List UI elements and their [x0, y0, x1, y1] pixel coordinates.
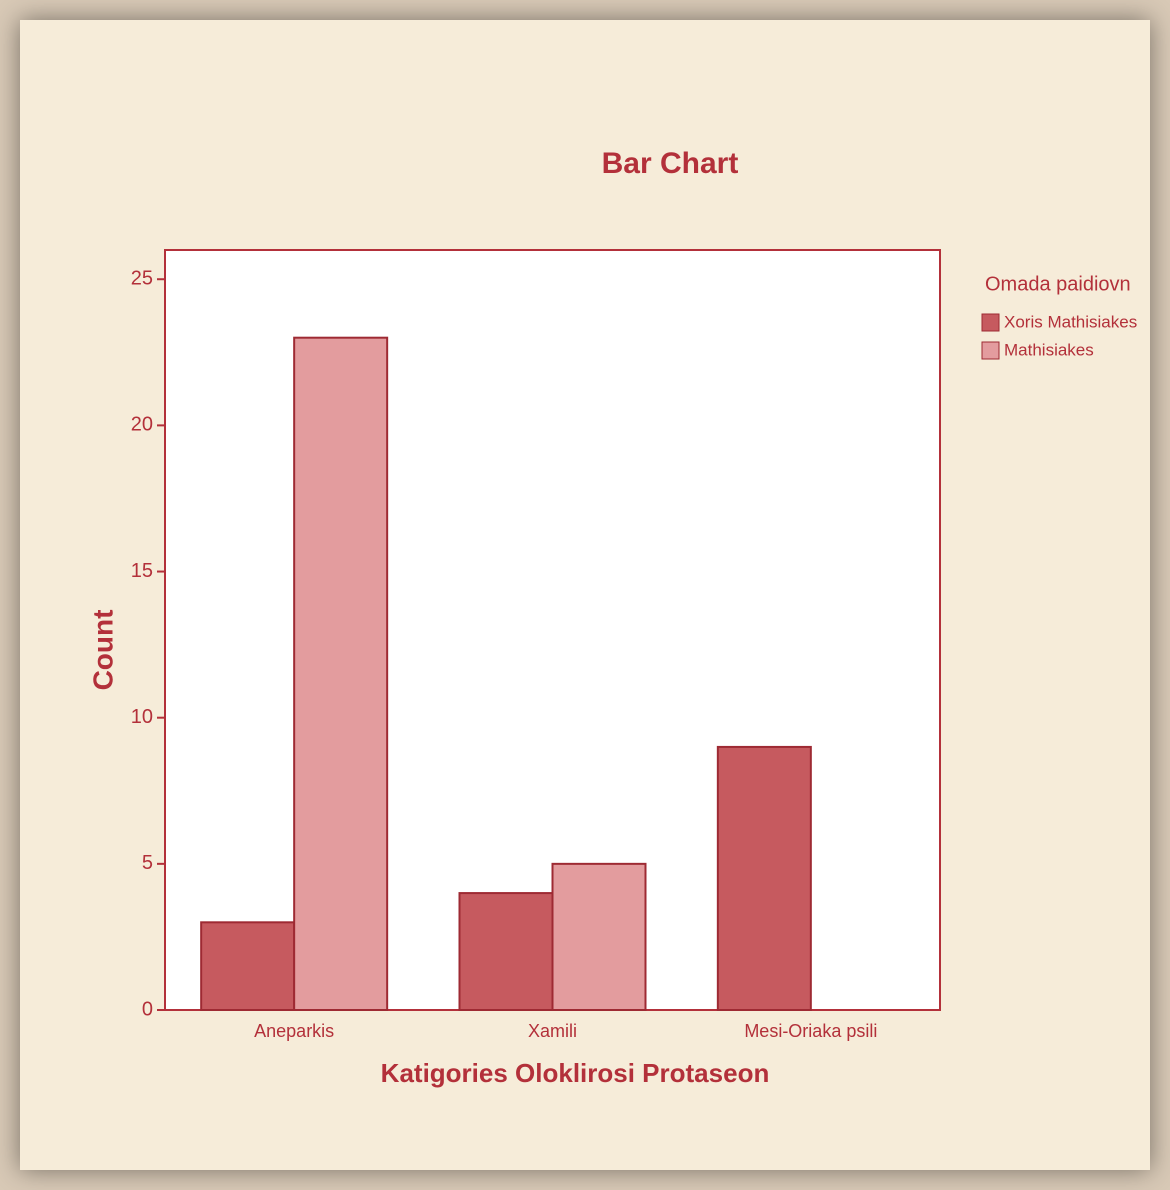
bar: [551, 862, 647, 1011]
y-tick-label: 25: [131, 268, 153, 290]
x-tick-label: Aneparkis: [254, 1021, 334, 1041]
x-axis-label: Katigories Oloklirosi Protaseon: [381, 1058, 770, 1088]
y-tick-label: 5: [142, 852, 153, 874]
legend-label: Xoris Mathisiakes: [1004, 312, 1137, 331]
bar: [458, 892, 554, 1011]
y-tick-label: 20: [131, 414, 153, 436]
y-tick-label: 15: [131, 560, 153, 582]
legend-swatch: [981, 313, 1000, 332]
legend-swatch: [981, 341, 1000, 360]
bar: [716, 745, 812, 1012]
y-tick-label: 0: [142, 998, 153, 1020]
x-tick-label: Mesi-Oriaka psili: [744, 1021, 877, 1041]
legend-title: Omada paidiovn: [985, 273, 1131, 295]
chart-title: Bar Chart: [602, 147, 739, 180]
legend-label: Mathisiakes: [1004, 340, 1094, 359]
y-tick-label: 10: [131, 706, 153, 728]
bar: [200, 921, 296, 1011]
y-axis-label: Count: [87, 610, 118, 691]
bar: [293, 336, 389, 1011]
x-tick-label: Xamili: [528, 1021, 577, 1041]
